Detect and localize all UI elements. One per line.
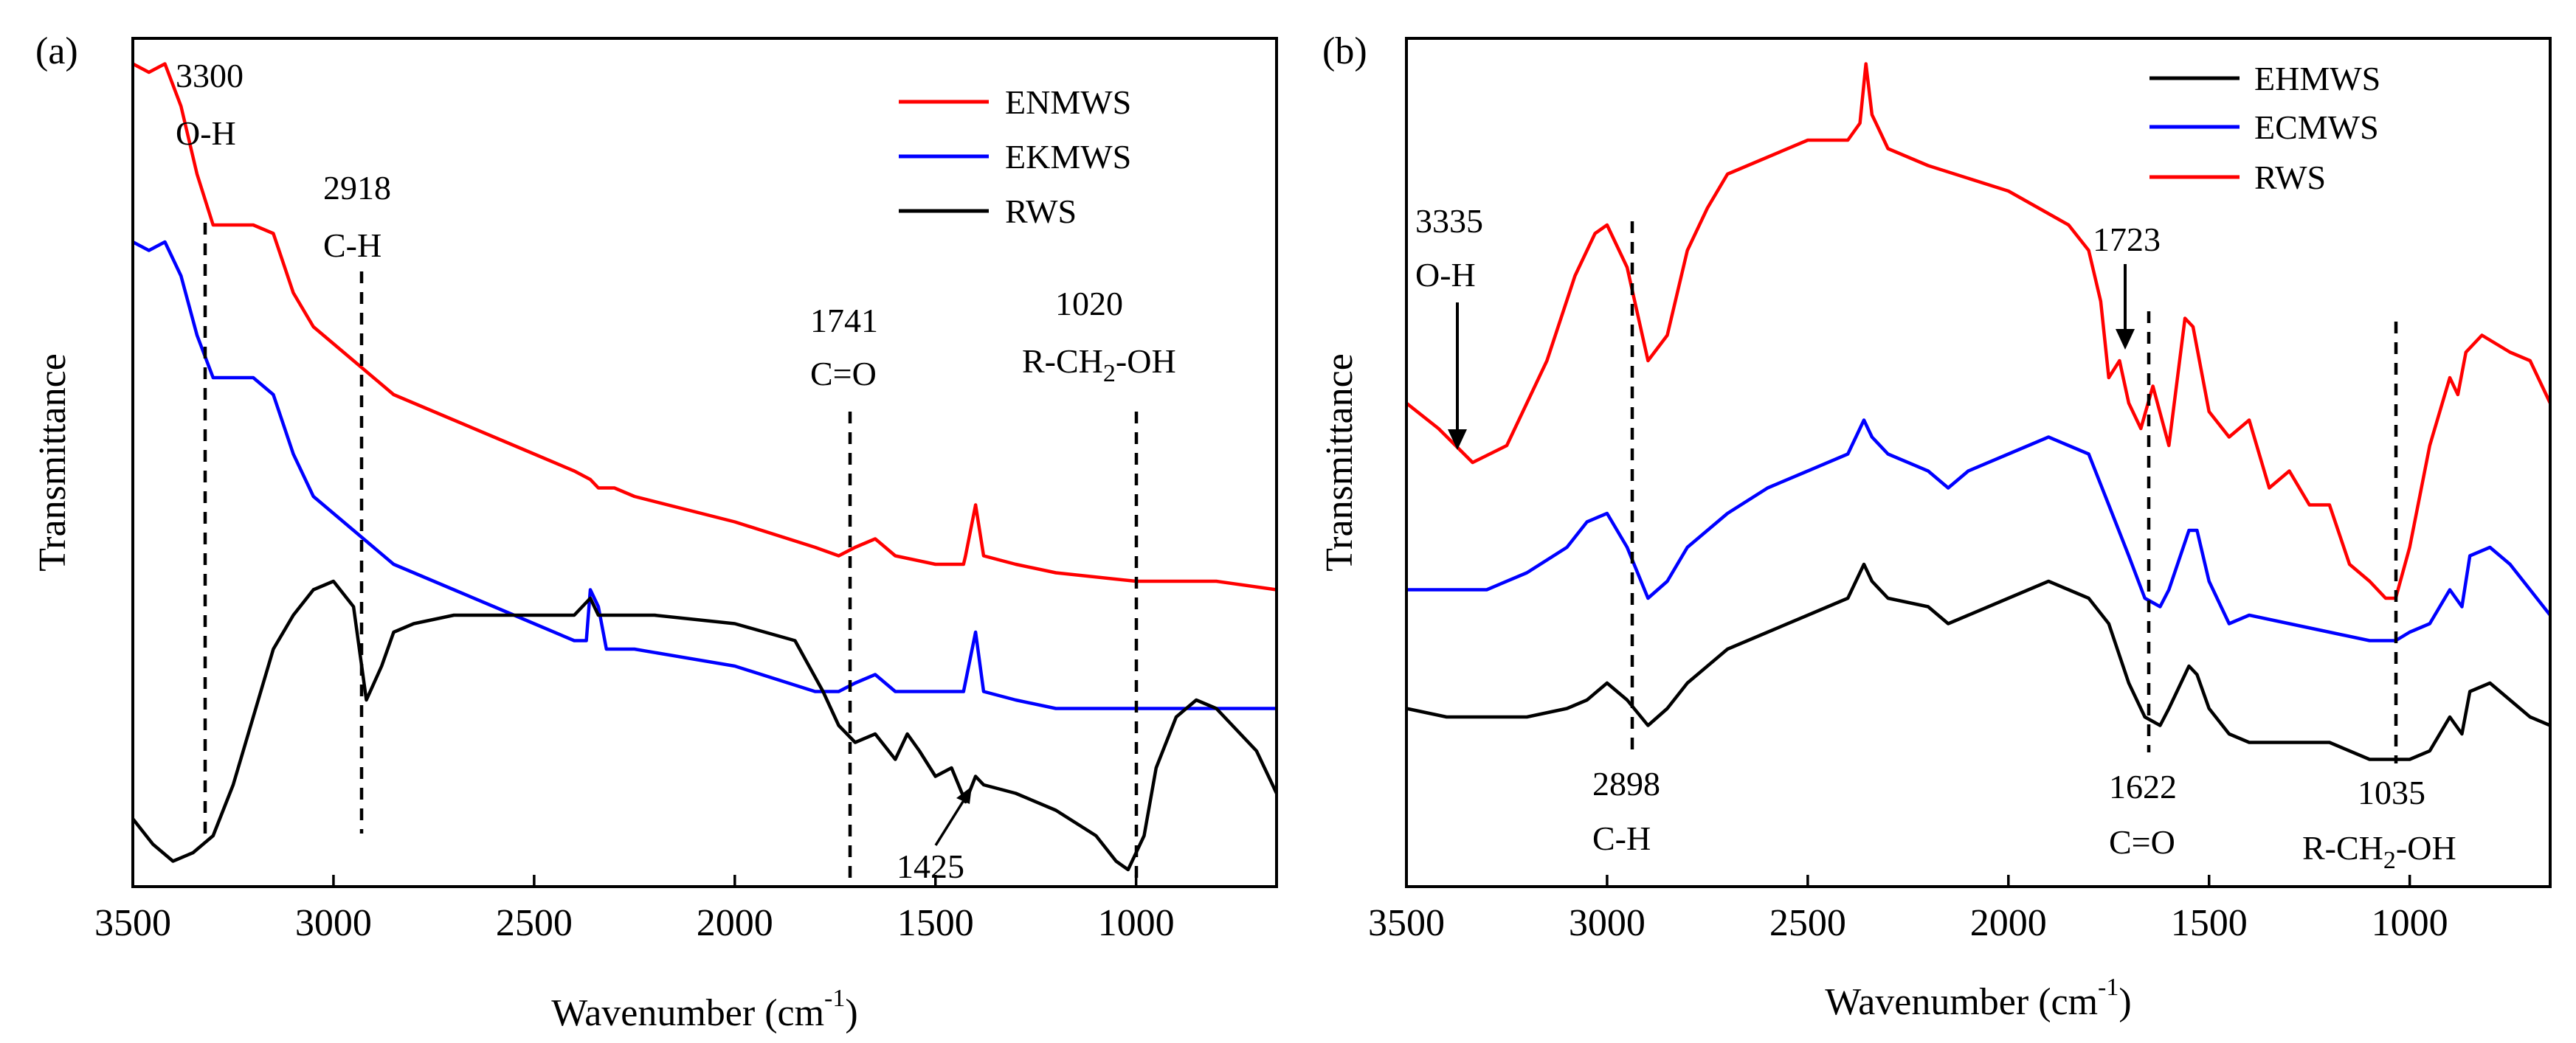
panel-a-annotation-1425: 1425 [897,848,964,885]
panel-b-x-tick-label-3000: 3000 [1569,902,1646,944]
panel-a-annotation-2918: 2918 [323,169,391,207]
panel-a-rch2oh-sub: 2 [1103,360,1116,387]
panel-b-rch2oh-sub: 2 [2383,847,2396,874]
panel-a-x-tick-label-1500: 1500 [897,902,974,944]
panel-b-x-tick-label-3500: 3500 [1368,902,1445,944]
panel-b-rch2oh-part1: R-CH [2302,829,2383,867]
panel-a-x-ticks: 3500 3000 2500 2000 1500 1000 [94,875,1175,944]
panel-a-x-tick-label-3000: 3000 [295,902,372,944]
panel-a-arrow-1425-shaft [934,797,967,846]
panel-a-annotation-1741: 1741 [810,302,878,339]
panel-b-annotation-ch: C-H [1592,820,1651,857]
panel-b-x-axis-label: Wavenumber (cm-1) [1825,974,2131,1023]
panel-a-x-tick-label-1000: 1000 [1098,902,1175,944]
panel-b-series-ehmws [1406,562,2551,761]
panel-b-arrow-1723-head [2116,329,2135,350]
panel-a-plot: 3500 3000 2500 2000 1500 1000 [94,37,1279,944]
panel-b-plot-frame [1405,37,2552,888]
panel-a-legend-label-ekmws: EKMWS [1005,138,1131,176]
panel-a-series-rws [131,579,1279,872]
panel-a-x-label-close: ) [845,992,857,1034]
panel-b-x-label-close: ) [2119,981,2131,1023]
panel-a-annotation-1020: 1020 [1055,285,1123,322]
panel-b-x-label-sup: -1 [2098,974,2119,1001]
panel-a-series-enmws [131,62,1277,592]
panel-a-annotation-oh: O-H [176,114,236,152]
panel-a-annotation-ch: C-H [323,226,381,264]
panel-a-annotation-co: C=O [810,355,877,392]
panel-a-x-axis-label: Wavenumber (cm-1) [551,985,857,1034]
panel-b-legend: EHMWS ECMWS RWS [2149,60,2380,196]
panel-b-legend-label-ecmws: ECMWS [2254,108,2379,146]
panel-b-label: (b) [1322,30,1367,72]
panel-b-annotation-co: C=O [2109,823,2175,861]
panel-a-plot-frame [131,37,1278,888]
panel-b-annotation-rch2oh: R-CH2-OH [2302,829,2456,874]
panel-b: (b) 3500 3000 2500 2000 1500 1000 Transmittan… [1319,30,2552,1023]
panel-b-x-ticks: 3500 3000 2500 2000 1500 1000 [1368,875,2448,944]
panel-a-x-label-main: Wavenumber (cm [551,992,824,1034]
panel-b-y-axis-label: Transmittance [1319,353,1361,572]
panel-a-legend-label-rws: RWS [1005,193,1077,230]
panel-b-annotation-1723: 1723 [2093,221,2161,258]
panel-b-series-group [1405,62,2552,761]
panel-a-label: (a) [35,30,78,72]
panel-b-annotation-3335: 3335 [1415,202,1483,240]
panel-b-rch2oh-part2: -OH [2396,829,2456,867]
panel-b-annotation-oh: O-H [1415,256,1476,294]
panel-b-arrow-3335-head [1448,429,1467,450]
panel-b-annotation-2898: 2898 [1592,765,1660,803]
panel-a-annotation-rch2oh: R-CH2-OH [1022,342,1176,387]
panel-a-series-ekmws [131,240,1277,710]
panel-a-x-tick-label-3500: 3500 [94,902,171,944]
panel-a-x-tick-label-2000: 2000 [697,902,773,944]
panel-b-annotation-1622: 1622 [2109,768,2177,805]
panel-a-x-tick-label-2500: 2500 [496,902,573,944]
panel-a-arrow-1425-head [956,786,972,804]
panel-a-rch2oh-part1: R-CH [1022,342,1103,380]
panel-a-series-group [131,62,1279,872]
panel-a-legend-label-enmws: ENMWS [1005,83,1131,121]
panel-a-y-axis-label: Transmittance [32,353,74,572]
panel-b-series-ecmws [1406,418,2552,642]
panel-b-annotation-1035: 1035 [2358,774,2425,811]
panel-b-x-tick-label-1500: 1500 [2171,902,2248,944]
panel-a-annotation-3300: 3300 [176,57,244,94]
panel-b-legend-label-rws: RWS [2254,159,2326,196]
panel-a-rch2oh-part2: -OH [1116,342,1176,380]
panel-b-x-tick-label-2000: 2000 [1970,902,2047,944]
panel-b-x-tick-label-2500: 2500 [1769,902,1846,944]
panel-a-x-label-sup: -1 [824,985,845,1012]
panel-a-legend: ENMWS EKMWS RWS [899,83,1131,230]
panel-b-x-label-main: Wavenumber (cm [1825,981,2098,1023]
panel-b-x-tick-label-1000: 1000 [2372,902,2448,944]
panel-a: (a) 3500 3000 2500 2000 1500 1000 Transmittan… [32,30,1279,1034]
panel-b-legend-label-ehmws: EHMWS [2254,60,2380,97]
